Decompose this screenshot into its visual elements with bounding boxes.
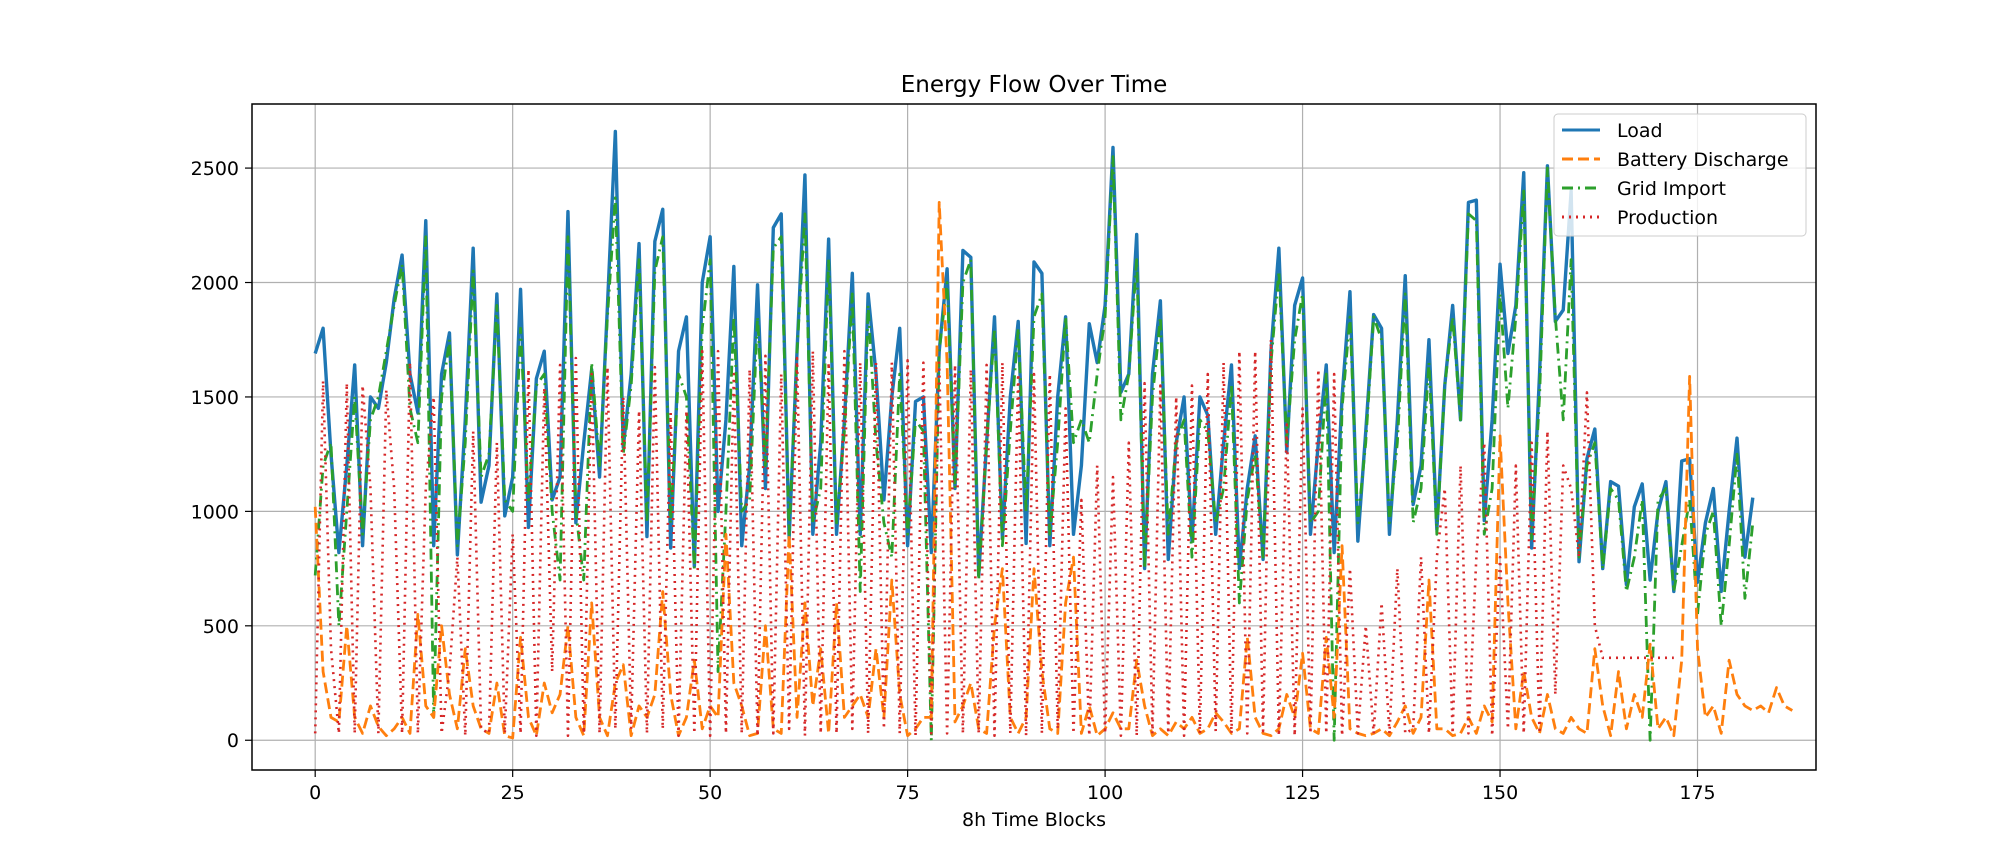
- y-tick-label: 2000: [191, 273, 239, 295]
- series-line-grid-import: [313, 155, 1755, 742]
- y-tick-label: 2500: [191, 158, 239, 180]
- legend: Load Battery Discharge Grid Import Produ…: [1553, 113, 1807, 237]
- plot-frame: [251, 103, 1817, 771]
- legend-label-battery-discharge: Battery Discharge: [1617, 149, 1789, 171]
- series-line-load: [313, 129, 1755, 594]
- x-tick-label: 0: [309, 782, 321, 804]
- legend-label-production: Production: [1617, 207, 1718, 229]
- x-tick-label: 175: [1679, 782, 1715, 804]
- x-axis-label: 8h Time Blocks: [962, 809, 1106, 831]
- chart-title: Energy Flow Over Time: [901, 72, 1168, 98]
- x-tick-label: 125: [1284, 782, 1320, 804]
- series-lines: [313, 129, 1794, 742]
- y-tick-label: 500: [203, 616, 239, 638]
- legend-label-grid-import: Grid Import: [1617, 178, 1726, 200]
- series-line-production: [313, 338, 1674, 737]
- y-tick-label: 1500: [191, 387, 239, 409]
- x-tick-label: 150: [1482, 782, 1518, 804]
- series-line-battery-discharge: [313, 201, 1794, 740]
- x-tick-label: 100: [1087, 782, 1123, 804]
- x-tick-label: 25: [501, 782, 525, 804]
- legend-label-load: Load: [1617, 120, 1663, 142]
- y-tick-label: 0: [227, 730, 239, 752]
- y-tick-label: 1000: [191, 501, 239, 523]
- legend-box: [1553, 113, 1807, 237]
- x-tick-label: 75: [896, 782, 920, 804]
- axis-ticks: 0 25 50 75 100 125 150 175 0 500 1000 1500 2000 2500: [191, 158, 1716, 804]
- x-tick-label: 50: [698, 782, 722, 804]
